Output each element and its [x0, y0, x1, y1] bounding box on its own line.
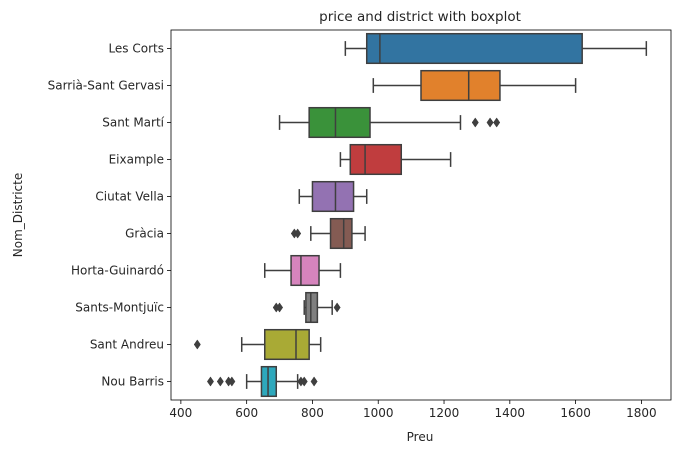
outlier-point: [276, 302, 284, 313]
outlier-point: [193, 339, 201, 350]
box-iqr: [290, 254, 320, 287]
outlier-point: [228, 376, 236, 387]
x-tick-label: 1000: [363, 406, 394, 420]
box-group: [290, 217, 366, 250]
box-iqr: [260, 365, 278, 398]
outlier-point: [206, 376, 214, 387]
box-iqr: [420, 69, 501, 102]
box-group: [298, 180, 368, 213]
plot-area: [193, 32, 648, 398]
outlier-point: [300, 376, 308, 387]
box-group: [278, 106, 501, 139]
box-iqr: [349, 143, 403, 176]
chart-title: price and district with boxplot: [319, 9, 521, 25]
outlier-point: [471, 117, 479, 128]
box-group: [344, 32, 648, 65]
x-axis: 400 600 800 1000 1200 1400 1600 1800: [169, 400, 657, 420]
outlier-point: [294, 228, 302, 239]
box-group: [206, 365, 318, 398]
x-tick-label: 1600: [560, 406, 591, 420]
outlier-point: [216, 376, 224, 387]
y-tick-label: Horta-Guinardó: [71, 264, 164, 278]
x-tick-label: 1400: [495, 406, 526, 420]
outlier-point: [333, 302, 341, 313]
x-tick-label: 1200: [429, 406, 460, 420]
box-iqr: [329, 217, 353, 250]
y-tick-label: Sant Andreu: [90, 338, 164, 352]
box-group: [339, 143, 452, 176]
x-tick-label: 600: [235, 406, 258, 420]
box-iqr: [264, 328, 310, 361]
x-tick-label: 800: [301, 406, 324, 420]
y-tick-label: Ciutat Vella: [95, 190, 164, 204]
x-tick-label: 1800: [626, 406, 657, 420]
box-group: [193, 328, 322, 361]
plot-frame: [170, 29, 672, 401]
y-tick-label: Gràcia: [125, 227, 164, 241]
box-group: [272, 291, 341, 324]
outlier-point: [486, 117, 494, 128]
box-iqr: [365, 32, 583, 65]
box-group: [264, 254, 342, 287]
y-axis-label: Nom_Districte: [11, 173, 25, 258]
box-iqr: [311, 180, 355, 213]
y-tick-label: Sants-Montjuïc: [75, 301, 164, 315]
y-axis: Les Corts Sarrià-Sant Gervasi Sant Martí Ei…: [48, 42, 171, 389]
y-tick-label: Sarrià-Sant Gervasi: [48, 79, 164, 93]
box-iqr: [305, 291, 319, 324]
box-group: [372, 69, 577, 102]
box-iqr: [308, 106, 371, 139]
outlier-point: [493, 117, 501, 128]
y-tick-label: Nou Barris: [101, 375, 164, 389]
outlier-point: [310, 376, 318, 387]
x-tick-label: 400: [169, 406, 192, 420]
y-tick-label: Eixample: [109, 153, 164, 167]
x-axis-label: Preu: [407, 430, 434, 444]
y-tick-label: Les Corts: [108, 42, 164, 56]
y-tick-label: Sant Martí: [102, 116, 164, 130]
